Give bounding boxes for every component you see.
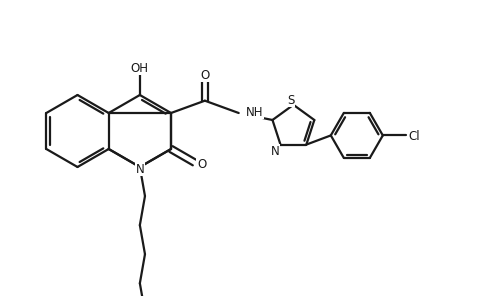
- Text: N: N: [135, 163, 144, 176]
- Text: O: O: [197, 157, 206, 170]
- Text: O: O: [200, 69, 209, 82]
- Text: OH: OH: [131, 62, 149, 75]
- Text: N: N: [271, 145, 280, 157]
- Text: S: S: [287, 94, 295, 107]
- Text: Cl: Cl: [409, 131, 420, 144]
- Text: NH: NH: [246, 105, 264, 118]
